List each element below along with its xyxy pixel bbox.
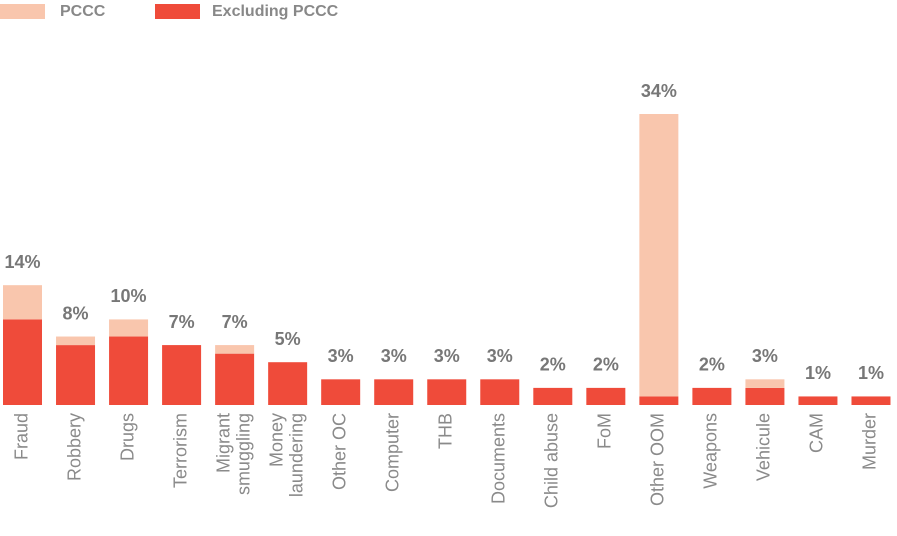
x-tick-label: CAM — [807, 413, 827, 453]
x-tick-label: Child abuse — [542, 413, 562, 508]
total-label: 3% — [487, 346, 513, 366]
total-label: 1% — [858, 363, 884, 383]
x-tick-label: Other OC — [329, 413, 349, 490]
total-label: 14% — [4, 252, 40, 272]
bar-segment — [480, 379, 520, 405]
legend-swatch — [0, 4, 45, 19]
total-label: 34% — [641, 81, 677, 101]
bar-segment — [586, 387, 626, 405]
bar-segment — [109, 319, 149, 337]
bar-segment — [321, 379, 361, 405]
bar-segment — [639, 114, 679, 397]
x-tick-label: Vehicule — [754, 413, 774, 481]
bar-segment — [109, 336, 149, 405]
bar-segment — [533, 387, 573, 405]
total-label: 3% — [752, 346, 778, 366]
total-label: 7% — [222, 312, 248, 332]
x-tick-label: Drugs — [117, 413, 137, 461]
total-label: 8% — [63, 303, 89, 323]
bar-segment — [427, 379, 467, 405]
bar-segment — [692, 387, 732, 405]
bar-segment — [851, 396, 891, 405]
x-tick-label: Robbery — [64, 413, 84, 481]
bar-segment — [745, 387, 785, 405]
legend-label: PCCC — [60, 3, 106, 20]
bar-segment — [798, 396, 838, 405]
total-label: 3% — [381, 346, 407, 366]
total-label: 10% — [111, 286, 147, 306]
total-label: 2% — [699, 355, 725, 375]
bar-segment — [215, 353, 255, 405]
bar-segment — [3, 285, 42, 320]
bar-segment — [215, 345, 255, 354]
total-label: 2% — [593, 355, 619, 375]
x-tick-label: Other OOM — [648, 413, 668, 506]
total-label: 5% — [275, 329, 301, 349]
bar-segment — [56, 345, 96, 405]
legend-swatch — [155, 4, 200, 19]
bar-segment — [745, 379, 785, 388]
x-tick-label: FoM — [595, 413, 615, 449]
bar-segment — [162, 345, 202, 405]
x-tick-label: Computer — [382, 413, 402, 492]
total-label: 2% — [540, 355, 566, 375]
x-tick-label: THB — [435, 413, 455, 449]
bar-segment — [639, 396, 679, 405]
x-tick-label: Migrantsmuggling — [213, 413, 253, 495]
bar-segment — [374, 379, 414, 405]
x-tick-label: Murder — [860, 413, 880, 470]
x-tick-label: Documents — [489, 413, 509, 504]
x-tick-label: Weapons — [701, 413, 721, 489]
total-label: 3% — [434, 346, 460, 366]
bar-segment — [3, 319, 42, 405]
legend-label: Excluding PCCC — [212, 3, 339, 20]
total-label: 7% — [169, 312, 195, 332]
total-label: 1% — [805, 363, 831, 383]
x-tick-label: Moneylaundering — [266, 413, 306, 497]
x-tick-label: Fraud — [11, 413, 31, 460]
bar-segment — [56, 336, 96, 346]
bar-segment — [268, 362, 308, 405]
total-label: 3% — [328, 346, 354, 366]
x-tick-label: Terrorism — [170, 413, 190, 488]
